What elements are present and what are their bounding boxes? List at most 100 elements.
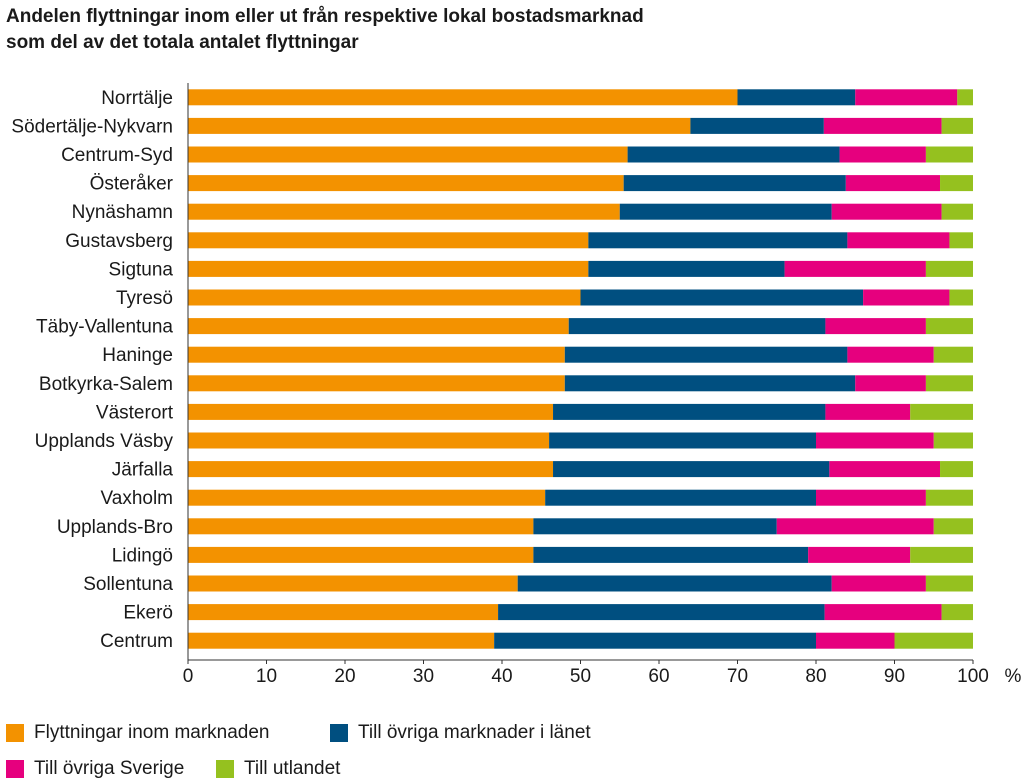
bar-norrtalje-inom — [188, 89, 738, 106]
legend-item-inom: Flyttningar inom marknaden — [6, 722, 270, 744]
bar-osteraker-sverige — [845, 175, 941, 192]
x-axis-unit-label: % — [1005, 666, 1022, 687]
bar-centrum-syd-lanet — [627, 146, 840, 163]
bar-upplands-vasby-inom — [188, 432, 550, 449]
bar-upplands-bro-utlandet — [933, 518, 973, 535]
bar-ekero-utlandet — [941, 604, 973, 621]
category-label-jarfalla: Järfalla — [112, 460, 174, 481]
bar-gustavsberg-sverige — [847, 232, 950, 249]
bar-vaxholm-utlandet — [925, 489, 973, 506]
bar-centrum-syd-sverige — [839, 146, 926, 163]
bar-tyreso-lanet — [580, 289, 864, 306]
bar-lidingo-lanet — [533, 546, 809, 563]
legend-label-lanet: Till övriga marknader i länet — [358, 722, 591, 743]
x-tick-label-70: 70 — [727, 666, 748, 687]
category-label-nynashamn: Nynäshamn — [72, 202, 173, 223]
bar-sigtuna-lanet — [588, 260, 785, 277]
x-tick-label-60: 60 — [648, 666, 669, 687]
category-label-vaxholm: Vaxholm — [100, 488, 173, 509]
bar-sodertalje-nykvarn-sverige — [823, 117, 942, 134]
bar-sigtuna-utlandet — [925, 260, 973, 277]
category-label-ekero: Ekerö — [123, 603, 173, 624]
bar-lidingo-sverige — [808, 546, 911, 563]
bar-sigtuna-inom — [188, 260, 589, 277]
bar-centrum-sverige — [816, 632, 895, 649]
bar-gustavsberg-lanet — [588, 232, 848, 249]
bar-osteraker-utlandet — [940, 175, 973, 192]
category-label-norrtalje: Norrtälje — [101, 88, 173, 109]
category-label-haninge: Haninge — [102, 345, 173, 366]
bar-lidingo-inom — [188, 546, 534, 563]
bar-tyreso-inom — [188, 289, 581, 306]
bar-gustavsberg-inom — [188, 232, 589, 249]
x-tick-label-0: 0 — [183, 666, 194, 687]
bar-vaxholm-sverige — [816, 489, 926, 506]
bar-taby-vallentuna-lanet — [568, 318, 826, 335]
bar-lidingo-utlandet — [910, 546, 973, 563]
bar-haninge-lanet — [564, 346, 848, 363]
bar-sodertalje-nykvarn-utlandet — [941, 117, 973, 134]
bar-vasterort-inom — [188, 403, 554, 420]
bar-osteraker-lanet — [623, 175, 846, 192]
category-label-upplands-vasby: Upplands Väsby — [35, 431, 174, 452]
bar-tyreso-sverige — [863, 289, 950, 306]
legend-item-lanet: Till övriga marknader i länet — [330, 722, 591, 744]
chart-title-line-2: som del av det totala antalet flyttninga… — [6, 32, 359, 53]
bar-sodertalje-nykvarn-lanet — [690, 117, 824, 134]
bar-jarfalla-sverige — [829, 461, 941, 478]
bar-upplands-bro-lanet — [533, 518, 777, 535]
bar-botkyrka-salem-inom — [188, 375, 565, 392]
category-label-sigtuna: Sigtuna — [109, 259, 174, 280]
legend-label-inom: Flyttningar inom marknaden — [34, 722, 270, 743]
category-label-botkyrka-salem: Botkyrka-Salem — [39, 374, 173, 395]
bar-haninge-sverige — [847, 346, 934, 363]
bar-centrum-syd-utlandet — [925, 146, 973, 163]
bar-upplands-bro-inom — [188, 518, 534, 535]
legend-swatch-lanet — [330, 724, 348, 742]
chart-title: Andelen flyttningar inom eller ut från r… — [6, 4, 644, 56]
category-label-taby-vallentuna: Täby-Vallentuna — [36, 317, 173, 338]
bar-upplands-vasby-utlandet — [933, 432, 973, 449]
x-tick-label-80: 80 — [805, 666, 826, 687]
x-tick-label-40: 40 — [491, 666, 512, 687]
category-label-centrum: Centrum — [100, 631, 173, 652]
bar-haninge-inom — [188, 346, 565, 363]
stacked-bar-chart: Norrtälje Södertälje-Nykvarn Centrum-Syd Ös… — [11, 83, 1022, 687]
bar-sollentuna-utlandet — [925, 575, 973, 592]
x-tick-label-20: 20 — [334, 666, 355, 687]
bar-sodertalje-nykvarn-inom — [188, 117, 691, 134]
bar-botkyrka-salem-sverige — [855, 375, 926, 392]
bar-haninge-utlandet — [933, 346, 973, 363]
bar-botkyrka-salem-utlandet — [925, 375, 973, 392]
legend-label-utlandet: Till utlandet — [244, 758, 341, 779]
bar-nynashamn-inom — [188, 203, 620, 220]
bar-upplands-bro-sverige — [776, 518, 934, 535]
category-label-tyreso: Tyresö — [116, 288, 173, 309]
bar-vaxholm-inom — [188, 489, 546, 506]
bar-upplands-vasby-sverige — [816, 432, 934, 449]
chart-title-line-1: Andelen flyttningar inom eller ut från r… — [6, 6, 644, 27]
bar-taby-vallentuna-sverige — [825, 318, 926, 335]
bar-ekero-inom — [188, 604, 499, 621]
bar-jarfalla-lanet — [553, 461, 830, 478]
category-label-sodertalje-nykvarn: Södertälje-Nykvarn — [11, 116, 173, 137]
bar-centrum-syd-inom — [188, 146, 628, 163]
bar-vasterort-lanet — [553, 403, 826, 420]
x-tick-label-30: 30 — [413, 666, 434, 687]
bar-centrum-utlandet — [894, 632, 973, 649]
category-label-osteraker: Österåker — [90, 174, 174, 195]
legend-swatch-inom — [6, 724, 24, 742]
legend-item-sverige: Till övriga Sverige — [6, 758, 184, 780]
category-label-sollentuna: Sollentuna — [83, 574, 173, 595]
bar-vasterort-sverige — [825, 403, 911, 420]
category-label-upplands-bro: Upplands-Bro — [57, 517, 173, 538]
bar-sollentuna-lanet — [517, 575, 832, 592]
legend-label-sverige: Till övriga Sverige — [34, 758, 185, 779]
bar-gustavsberg-utlandet — [949, 232, 973, 249]
legend-swatch-sverige — [6, 760, 24, 778]
bar-osteraker-inom — [188, 175, 624, 192]
bar-ekero-sverige — [824, 604, 942, 621]
bar-norrtalje-lanet — [737, 89, 856, 106]
bar-vaxholm-lanet — [545, 489, 816, 506]
bar-nynashamn-lanet — [619, 203, 832, 220]
